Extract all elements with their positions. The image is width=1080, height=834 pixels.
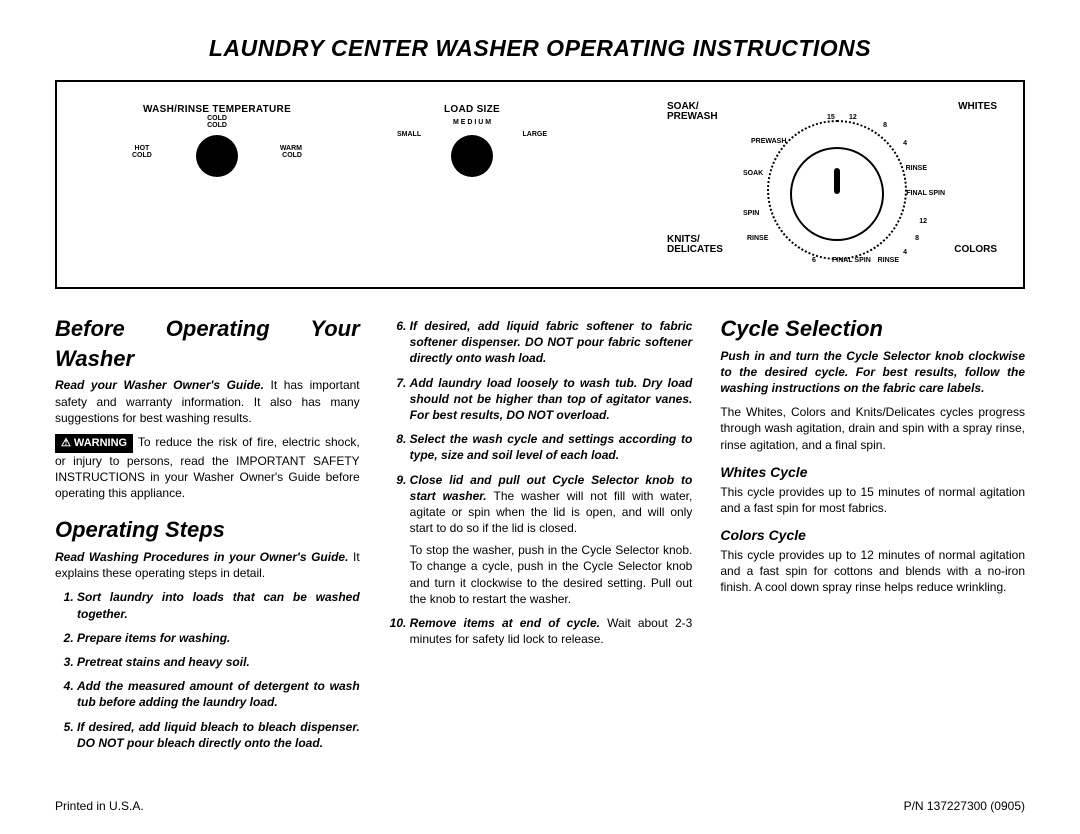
whites-p: This cycle provides up to 15 minutes of … — [720, 484, 1025, 516]
steps-intro: Read Washing Procedures in your Owner's … — [55, 549, 360, 581]
step-7: Add laundry load loosely to wash tub. Dr… — [410, 375, 693, 424]
before-p1: Read your Washer Owner's Guide. It has i… — [55, 377, 360, 426]
temp-label: WASH/RINSE TEMPERATURE — [132, 104, 302, 115]
mark-n12r: 12 — [919, 218, 927, 225]
load-dial — [451, 135, 493, 177]
temp-hot-cold: HOT COLD — [132, 145, 152, 159]
mark-soak: SOAK — [743, 170, 763, 177]
load-medium: M E D I U M — [453, 119, 491, 126]
step-1: Sort laundry into loads that can be wash… — [77, 589, 360, 621]
before-heading: Before Operating Your Washer — [55, 314, 360, 373]
mark-n4t: 4 — [903, 140, 907, 147]
whites-heading: Whites Cycle — [720, 463, 1025, 482]
step-8: Select the wash cycle and settings accor… — [410, 431, 693, 463]
colors-label: COLORS — [954, 245, 997, 255]
column-2: If desired, add liquid fabric softener t… — [388, 314, 693, 759]
main-title: LAUNDRY CENTER WASHER OPERATING INSTRUCT… — [55, 35, 1025, 62]
knits-label: KNITS/ DELICATES — [667, 235, 723, 255]
mark-n15: 15 — [827, 114, 835, 121]
warning-badge: ⚠ WARNING — [55, 434, 133, 453]
footer-left: Printed in U.S.A. — [55, 799, 144, 813]
cycle-p1: Push in and turn the Cycle Selector knob… — [720, 348, 1025, 397]
temp-dial — [196, 135, 238, 177]
step-5: If desired, add liquid bleach to bleach … — [77, 719, 360, 751]
mark-rinse-l: RINSE — [747, 235, 768, 242]
control-panel-diagram: WASH/RINSE TEMPERATURE COLD COLD HOT COL… — [55, 80, 1025, 289]
step-3: Pretreat stains and heavy soil. — [77, 654, 360, 670]
temp-warm-cold: WARM COLD — [280, 145, 302, 159]
mark-rinse-r: RINSE — [906, 165, 927, 172]
load-label: LOAD SIZE — [397, 104, 547, 115]
mark-finalspin-r: FINAL SPIN — [906, 190, 945, 197]
step-9-extra: To stop the washer, push in the Cycle Se… — [410, 542, 693, 607]
mark-prewash: PREWASH — [751, 138, 786, 145]
column-3: Cycle Selection Push in and turn the Cyc… — [720, 314, 1025, 759]
step-6: If desired, add liquid fabric softener t… — [410, 318, 693, 367]
page: LAUNDRY CENTER WASHER OPERATING INSTRUCT… — [0, 0, 1080, 833]
mark-finalspin-b: FINAL SPIN — [832, 257, 871, 264]
steps-heading: Operating Steps — [55, 515, 360, 545]
cycle-dial — [790, 147, 884, 241]
load-large: LARGE — [523, 131, 548, 138]
load-dial-group: LOAD SIZE M E D I U M SMALL LARGE — [397, 104, 547, 185]
text-columns: Before Operating Your Washer Read your W… — [55, 314, 1025, 759]
steps-list-2: If desired, add liquid fabric softener t… — [388, 318, 693, 647]
step-4: Add the measured amount of detergent to … — [77, 678, 360, 710]
mark-rinse-br: RINSE — [878, 257, 899, 264]
cycle-dial-group: SOAK/ PREWASH WHITES KNITS/ DELICATES CO… — [637, 92, 1007, 277]
footer-right: P/N 137227300 (0905) — [904, 799, 1025, 813]
mark-n8r: 8 — [915, 235, 919, 242]
step-10: Remove items at end of cycle. Wait about… — [410, 615, 693, 647]
mark-n4r: 4 — [903, 249, 907, 256]
step-2: Prepare items for washing. — [77, 630, 360, 646]
cycle-heading: Cycle Selection — [720, 314, 1025, 344]
steps-list-1: Sort laundry into loads that can be wash… — [55, 589, 360, 751]
temp-dial-group: WASH/RINSE TEMPERATURE COLD COLD HOT COL… — [132, 104, 302, 185]
step-9: Close lid and pull out Cycle Selector kn… — [410, 472, 693, 608]
load-small: SMALL — [397, 131, 421, 138]
mark-n6: 6 — [812, 257, 816, 264]
column-1: Before Operating Your Washer Read your W… — [55, 314, 360, 759]
mark-spin: SPIN — [743, 210, 759, 217]
whites-label: WHITES — [958, 102, 997, 112]
cycle-dial-wrap: PREWASH SOAK SPIN RINSE 6 FINAL SPIN RIN… — [757, 110, 917, 270]
colors-heading: Colors Cycle — [720, 526, 1025, 545]
mark-n12t: 12 — [849, 114, 857, 121]
cycle-p2: The Whites, Colors and Knits/Delicates c… — [720, 404, 1025, 453]
mark-n8t: 8 — [883, 122, 887, 129]
temp-cold-cold: COLD COLD — [207, 115, 227, 129]
colors-p: This cycle provides up to 12 minutes of … — [720, 547, 1025, 596]
footer: Printed in U.S.A. P/N 137227300 (0905) — [55, 799, 1025, 813]
soak-prewash-label: SOAK/ PREWASH — [667, 102, 718, 122]
warning-line: ⚠ WARNING To reduce the risk of fire, el… — [55, 434, 360, 501]
